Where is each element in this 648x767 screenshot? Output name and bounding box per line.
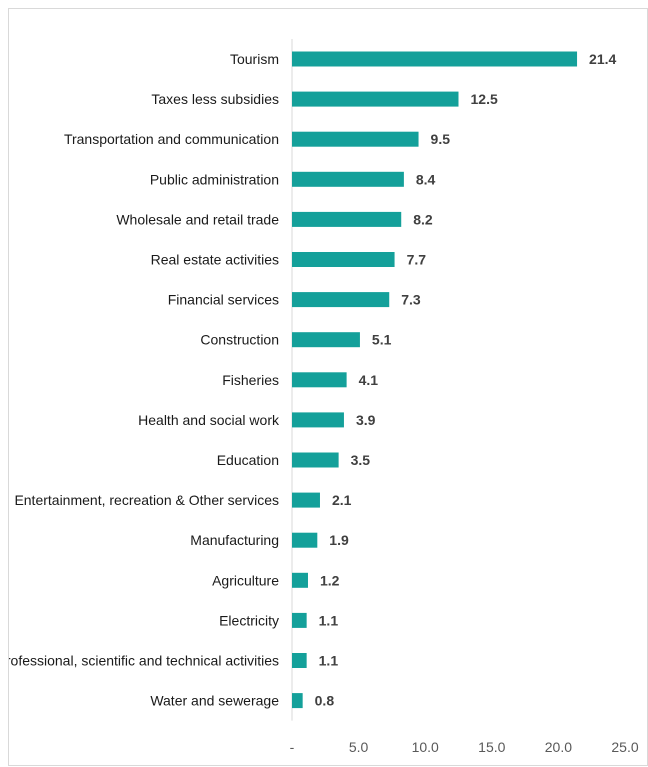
category-label: Professional, scientific and technical a… <box>9 653 279 669</box>
value-label: 5.1 <box>372 332 392 348</box>
category-label: Entertainment, recreation & Other servic… <box>14 492 279 508</box>
bar <box>292 252 395 267</box>
category-label: Public administration <box>150 171 279 187</box>
bar <box>292 51 578 67</box>
x-tick-label: 10.0 <box>412 739 439 755</box>
value-label: 9.5 <box>431 131 451 147</box>
value-label: 1.2 <box>320 572 340 588</box>
category-label: Water and sewerage <box>150 693 279 709</box>
bar <box>292 131 419 147</box>
bar <box>292 292 390 308</box>
value-label: 1.1 <box>319 612 339 628</box>
category-label: Taxes less subsidies <box>151 91 279 107</box>
category-label: Fisheries <box>222 372 279 388</box>
value-label: 1.9 <box>329 532 349 548</box>
value-label: 8.4 <box>416 171 436 187</box>
category-label: Real estate activities <box>151 252 279 268</box>
bars-group <box>292 51 578 709</box>
category-label: Health and social work <box>138 412 280 428</box>
category-label: Manufacturing <box>190 532 279 548</box>
category-label: Financial services <box>168 292 279 308</box>
bar <box>292 492 320 508</box>
x-tick-label: 20.0 <box>545 739 572 755</box>
value-labels-group: 21.4 12.5 9.5 8.4 8.2 7.7 7.3 5.1 4.1 3.9 3.5 2.1 1.… <box>315 51 617 709</box>
x-tick-labels-group: - 5.0 10.0 15.0 20.0 25.0 <box>290 739 639 755</box>
bar <box>292 171 404 187</box>
x-tick-label: 15.0 <box>478 739 505 755</box>
bar <box>292 332 360 348</box>
value-label: 3.5 <box>351 452 371 468</box>
bar <box>292 532 318 548</box>
value-label: 4.1 <box>359 372 379 388</box>
category-label: Education <box>217 452 279 468</box>
bar <box>292 452 339 468</box>
bar-chart: Tourism Taxes less subsidies Transportatio… <box>9 38 639 755</box>
bar <box>292 612 307 628</box>
bar <box>292 653 307 668</box>
category-label: Wholesale and retail trade <box>116 211 279 227</box>
value-label: 21.4 <box>589 51 616 67</box>
value-label: 7.7 <box>407 252 427 268</box>
value-label: 0.8 <box>315 693 335 709</box>
category-label: Agriculture <box>212 572 279 588</box>
x-tick-label: 5.0 <box>349 739 369 755</box>
bar <box>292 693 303 709</box>
value-label: 1.1 <box>319 653 339 669</box>
bar <box>292 572 308 588</box>
category-label: Electricity <box>219 612 279 628</box>
category-label: Construction <box>200 332 279 348</box>
bar <box>292 412 344 428</box>
chart-frame: Tourism Taxes less subsidies Transportatio… <box>8 8 648 766</box>
category-label: Tourism <box>230 51 279 67</box>
value-label: 7.3 <box>401 292 421 308</box>
category-labels-group: Tourism Taxes less subsidies Transportatio… <box>9 51 280 709</box>
x-tick-label: 25.0 <box>611 739 638 755</box>
bar <box>292 91 459 107</box>
x-tick-label: - <box>290 739 295 755</box>
value-label: 12.5 <box>471 91 498 107</box>
bar <box>292 372 347 388</box>
category-label: Transportation and communication <box>64 131 279 147</box>
value-label: 8.2 <box>413 211 433 227</box>
bar <box>292 211 402 227</box>
value-label: 3.9 <box>356 412 376 428</box>
value-label: 2.1 <box>332 492 352 508</box>
